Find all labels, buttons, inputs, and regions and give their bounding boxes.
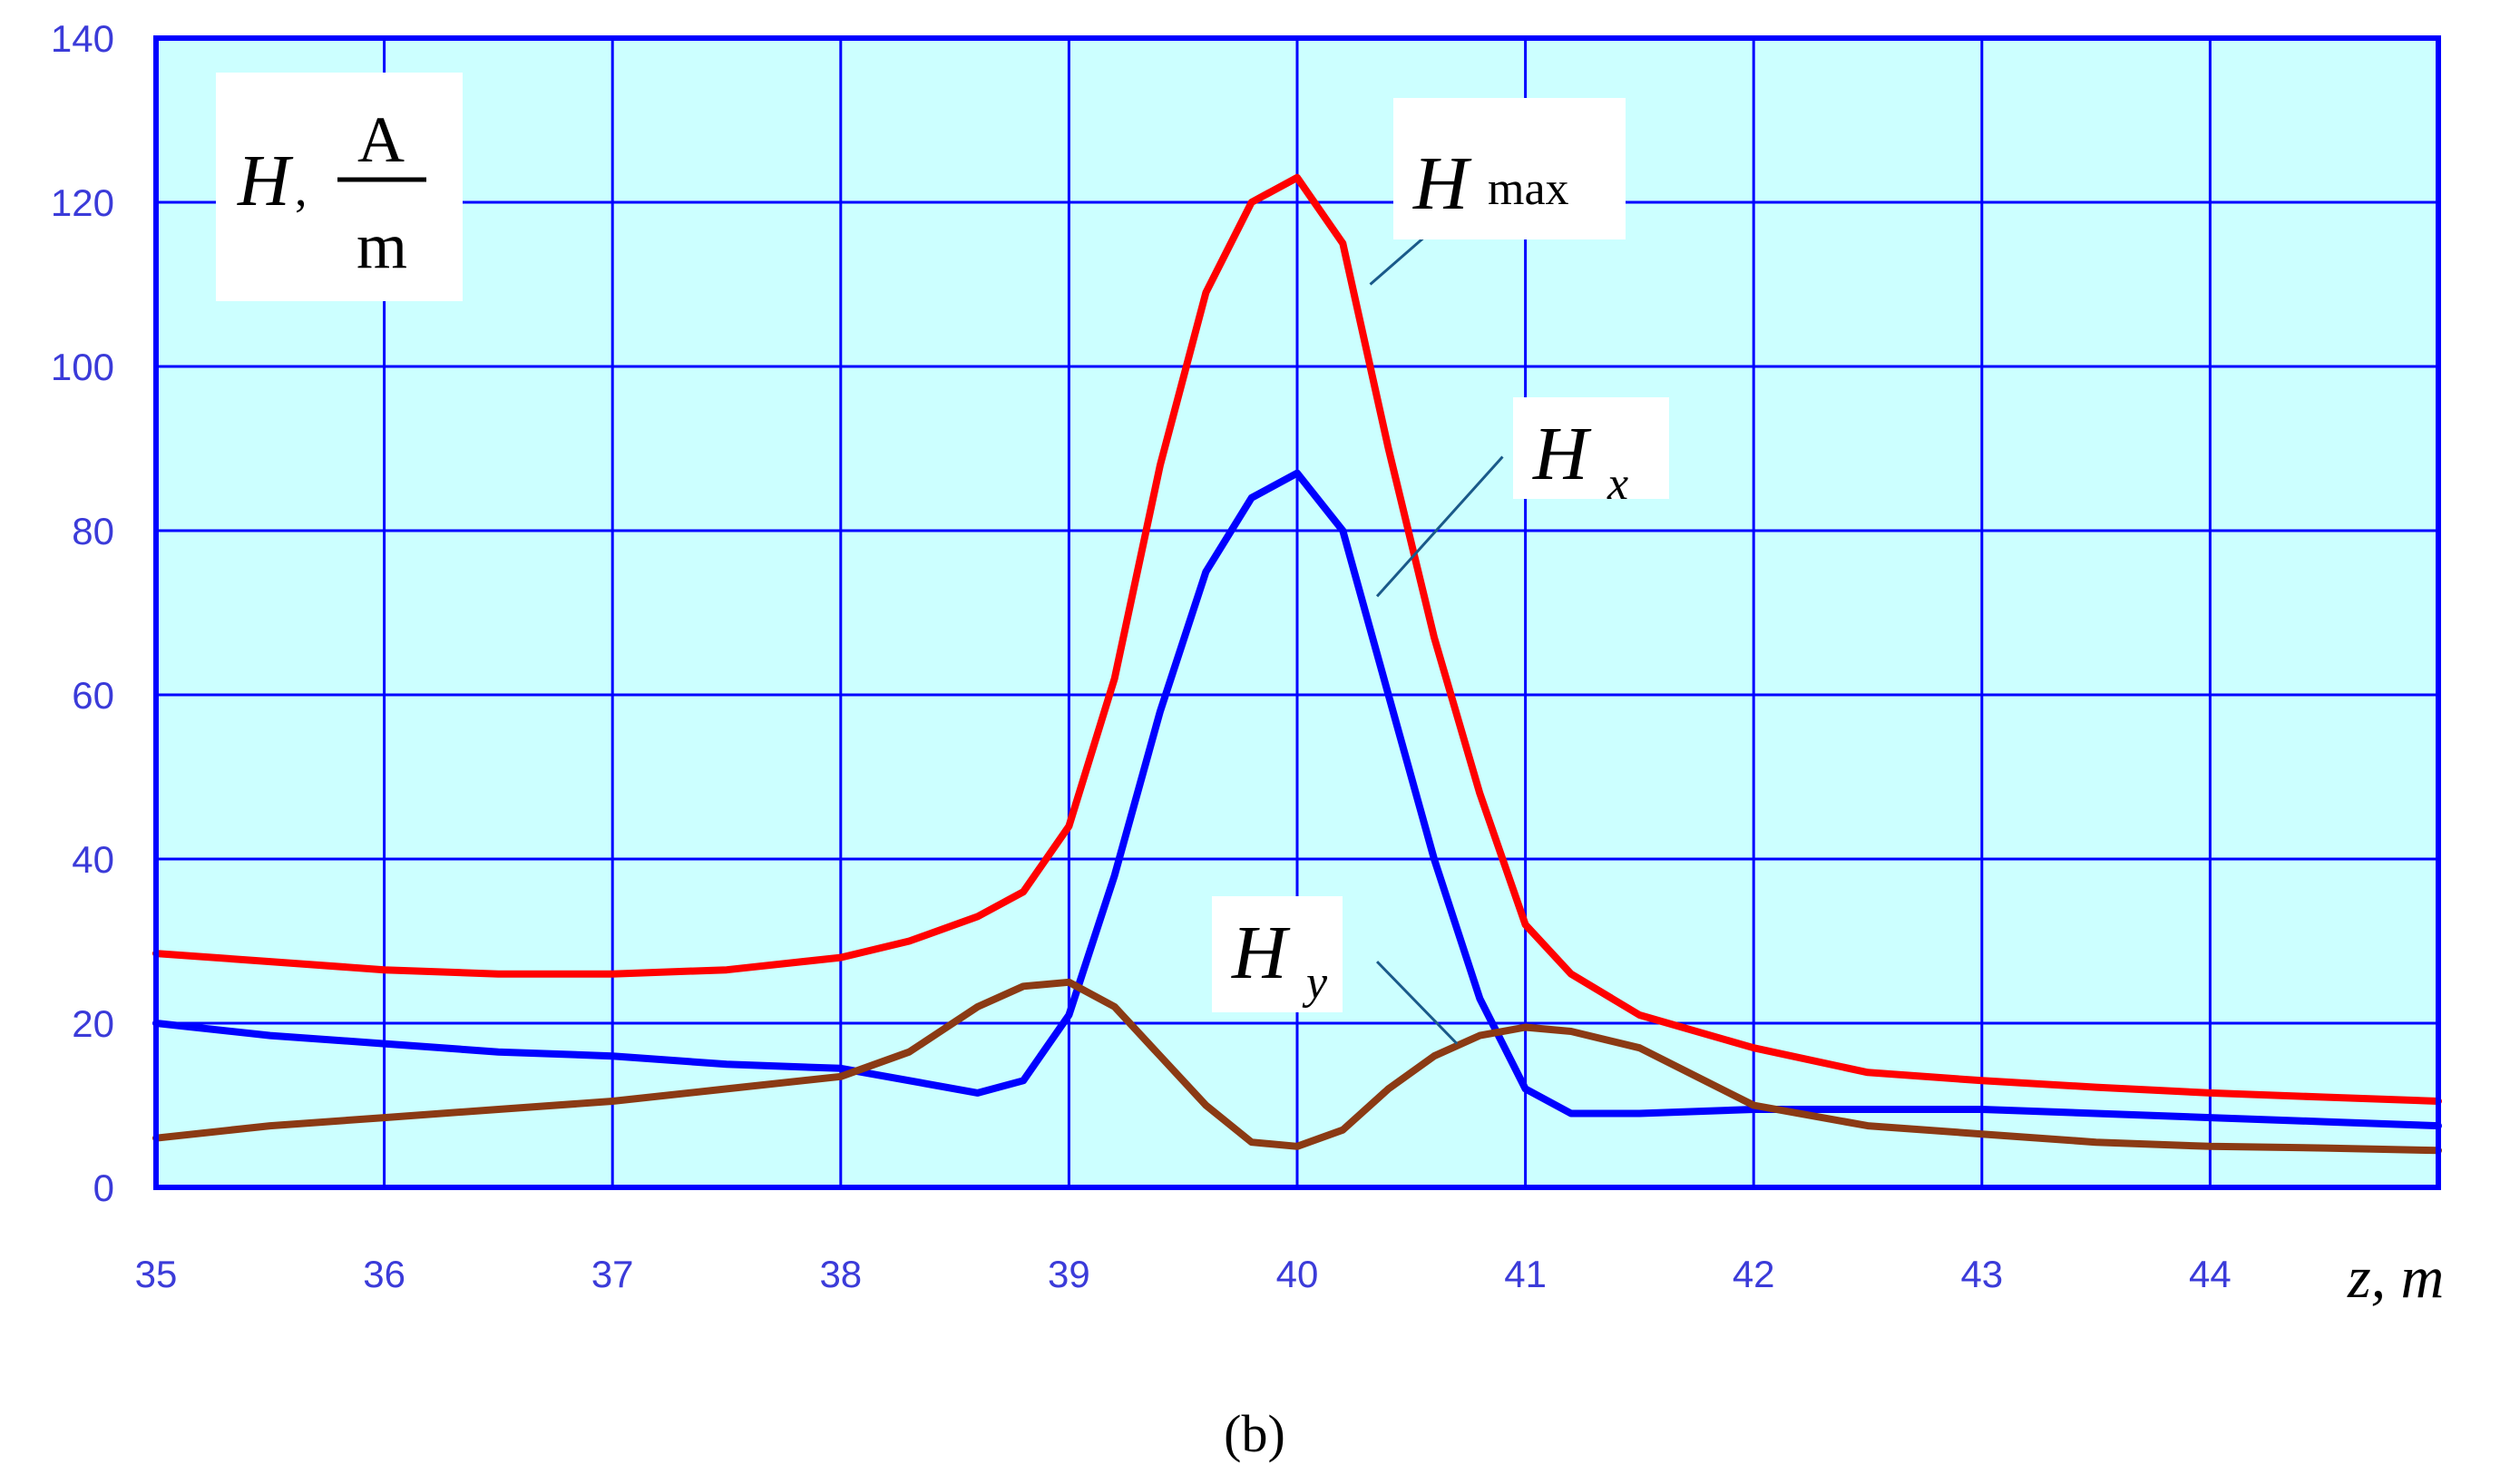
y-axis-label-box <box>216 73 463 301</box>
y-axis-label-separator: , <box>295 161 308 216</box>
y-tick-labels: 0 20 40 60 80 100 120 140 <box>51 17 114 1209</box>
x-tick-label: 35 <box>135 1253 178 1295</box>
y-tick-label: 140 <box>51 17 114 60</box>
x-tick-label: 39 <box>1048 1253 1090 1295</box>
series-line-hx <box>152 469 2442 1130</box>
y-axis-label-symbol: H <box>237 142 294 221</box>
series-label-hx-box <box>1513 397 1669 499</box>
x-tick-label: 44 <box>2189 1253 2232 1295</box>
y-tick-label: 120 <box>51 181 114 224</box>
leader-line-hy <box>1375 961 1459 1045</box>
series-label-hx: H x <box>1513 397 1669 510</box>
y-tick-label: 100 <box>51 346 114 388</box>
series-label-hy-box <box>1212 896 1343 1012</box>
x-tick-label: 38 <box>819 1253 862 1295</box>
y-axis-label-denominator: m <box>356 210 407 282</box>
series-label-hy-sub: y <box>1302 957 1328 1009</box>
x-tick-label: 40 <box>1276 1253 1319 1295</box>
y-tick-label: 40 <box>72 838 114 881</box>
x-tick-labels: 35 36 37 38 39 40 41 42 43 44 <box>135 1253 2232 1295</box>
y-tick-label: 20 <box>72 1002 114 1045</box>
series-label-hmax: H max <box>1393 98 1626 239</box>
series-label-hx-sub: x <box>1607 458 1628 510</box>
x-axis-label: z, m <box>2333 1234 2496 1315</box>
y-axis-label: H , A m <box>216 73 463 301</box>
leader-line-hx <box>1375 455 1504 598</box>
series-line-hmax <box>152 173 2442 1105</box>
series-label-hy: H y <box>1212 896 1343 1012</box>
series-label-hmax-box <box>1393 98 1626 239</box>
x-tick-label: 37 <box>591 1253 634 1295</box>
x-axis-label-box <box>2333 1234 2496 1315</box>
x-tick-label: 42 <box>1733 1253 1775 1295</box>
y-tick-label: 0 <box>93 1167 114 1209</box>
y-tick-label: 80 <box>72 510 114 552</box>
x-tick-label: 41 <box>1504 1253 1547 1295</box>
series-label-hx-main: H <box>1532 412 1592 496</box>
plot-frame <box>153 35 2441 1190</box>
x-axis-label-text: z, m <box>2347 1245 2444 1311</box>
series-label-hy-main: H <box>1231 911 1291 995</box>
y-tick-label: 60 <box>72 674 114 717</box>
series-lines <box>152 173 2442 1155</box>
series-label-hmax-sub: max <box>1488 163 1569 215</box>
x-tick-label: 36 <box>363 1253 405 1295</box>
figure-caption: (b) <box>1224 1404 1285 1463</box>
series-line-hy <box>152 978 2442 1155</box>
x-tick-label: 43 <box>1960 1253 2003 1295</box>
series-label-hmax-main: H <box>1412 142 1472 226</box>
y-axis-label-numerator: A <box>357 103 405 176</box>
